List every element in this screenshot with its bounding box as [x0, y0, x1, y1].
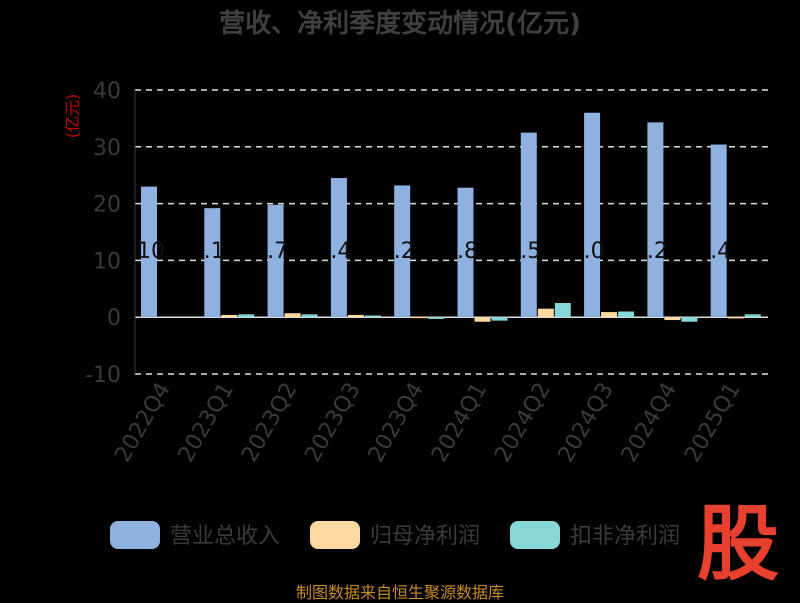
- y-tick-label: 20: [93, 193, 121, 218]
- x-tick-label: 2023Q2: [237, 379, 302, 467]
- bar-deducted-profit: [428, 317, 445, 319]
- bar-revenue: [394, 185, 411, 318]
- bar-deducted-profit: [238, 314, 255, 318]
- bar-data-label: .4: [710, 239, 731, 264]
- legend-item: 营业总收入: [110, 521, 280, 549]
- bar-data-label: .2: [647, 239, 668, 264]
- bar-data-label: .5: [520, 239, 541, 264]
- bar-data-label: .1: [204, 239, 225, 264]
- bar-data-label: .7: [267, 239, 288, 264]
- y-axis-unit-label: (亿元): [63, 94, 82, 139]
- source-footer: 制图数据来自恒生聚源数据库: [295, 583, 504, 602]
- legend-swatch: [310, 521, 360, 549]
- bar-net-profit: [411, 316, 428, 319]
- bar-net-profit: [664, 317, 681, 321]
- x-axis-ticks: 2022Q42023Q12023Q22023Q32023Q42024Q12024…: [111, 379, 746, 467]
- bar-net-profit: [284, 313, 301, 318]
- bar-data-label: .8: [457, 239, 478, 264]
- bar-revenue: [584, 112, 601, 318]
- x-tick-label: 2024Q3: [554, 379, 619, 467]
- bar-deducted-profit: [681, 317, 698, 322]
- bar-revenue: [647, 122, 664, 318]
- bar-labels: 10 .1 .7 .4 .2 .8 .5 .0 .2 .4: [137, 239, 731, 264]
- bar-revenue: [457, 187, 474, 318]
- bar-net-profit: [474, 317, 491, 322]
- bar-data-label: .4: [330, 239, 351, 264]
- legend-label: 归母净利润: [370, 524, 480, 549]
- legend-item: 扣非净利润: [510, 521, 680, 549]
- legend-label: 营业总收入: [170, 524, 280, 549]
- x-tick-label: 2023Q3: [300, 379, 365, 467]
- bars: [141, 112, 761, 322]
- legend-swatch: [110, 521, 160, 549]
- bar-deducted-profit: [301, 314, 318, 318]
- y-axis-ticks: 40 30 20 10 0 -10: [85, 79, 121, 388]
- y-tick-label: 10: [93, 249, 121, 274]
- x-tick-label: 2025Q1: [680, 379, 745, 467]
- bar-net-profit: [727, 316, 744, 319]
- bar-deducted-profit: [744, 314, 761, 318]
- bar-revenue: [204, 208, 221, 318]
- legend: 营业总收入 归母净利润 扣非净利润: [110, 521, 680, 549]
- x-tick-label: 2023Q4: [364, 379, 429, 467]
- y-tick-label: 30: [93, 136, 121, 161]
- grid-lines: [134, 89, 768, 375]
- y-tick-label: 0: [107, 306, 121, 331]
- chart-title: 营收、净利季度变动情况(亿元): [219, 8, 581, 39]
- bar-revenue: [267, 204, 284, 318]
- bar-revenue: [520, 132, 537, 318]
- x-tick-label: 2024Q4: [617, 379, 682, 467]
- stock-logo: 股: [696, 497, 779, 592]
- bar-data-label: .2: [394, 239, 415, 264]
- bar-net-profit: [537, 308, 554, 318]
- y-tick-label: -10: [85, 363, 121, 388]
- bar-net-profit: [601, 312, 618, 318]
- bar-net-profit: [221, 314, 238, 318]
- bar-deducted-profit: [554, 303, 571, 318]
- x-tick-label: 2024Q2: [490, 379, 555, 467]
- bar-revenue: [710, 144, 727, 318]
- bar-revenue: [330, 178, 347, 318]
- bar-net-profit: [347, 314, 364, 318]
- y-tick-label: 40: [93, 79, 121, 104]
- bar-deducted-profit: [364, 315, 381, 318]
- x-tick-label: 2023Q1: [174, 379, 239, 467]
- legend-item: 归母净利润: [310, 521, 480, 549]
- legend-swatch: [510, 521, 560, 549]
- bar-deducted-profit: [618, 311, 635, 318]
- legend-label: 扣非净利润: [570, 524, 680, 549]
- bar-revenue: [141, 186, 157, 318]
- bar-deducted-profit: [491, 317, 508, 321]
- bar-data-label: .0: [584, 239, 605, 264]
- x-tick-label: 2022Q4: [111, 379, 176, 467]
- x-tick-label: 2024Q1: [427, 379, 492, 467]
- bar-data-label: 10: [137, 239, 165, 264]
